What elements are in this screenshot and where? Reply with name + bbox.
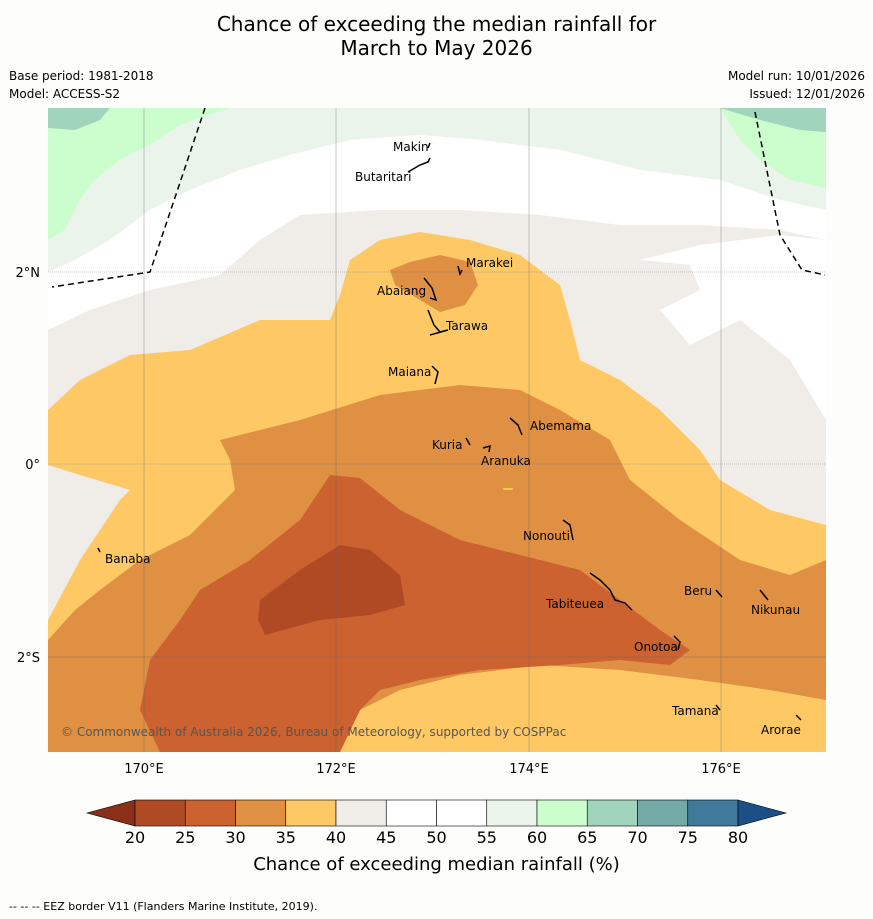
- colorbar-extend-low: [85, 799, 136, 827]
- contour-30-35-tarawa: [390, 255, 478, 312]
- model-run: Model run: 10/01/2026: [727, 69, 865, 83]
- label-tamana: Tamana: [671, 704, 719, 718]
- label-banaba: Banaba: [105, 552, 151, 566]
- label-marakei: Marakei: [466, 256, 513, 270]
- colorbar-swatch: [235, 799, 287, 827]
- label-tabiteuea: Tabiteuea: [545, 597, 604, 611]
- colorbar-tick-label: 80: [727, 828, 749, 847]
- contour-65-70-west: [48, 108, 110, 130]
- contour-20-25: [258, 545, 405, 635]
- colorbar-tick-label: 60: [526, 828, 548, 847]
- label-aranuka: Aranuka: [481, 454, 531, 468]
- label-abaiang: Abaiang: [377, 284, 426, 298]
- label-makin: Makin: [393, 140, 429, 154]
- meta-left: Base period: 1981-2018 Model: ACCESS-S2: [9, 67, 154, 103]
- contour-55-60-north: [48, 108, 826, 272]
- colorbar-swatch: [285, 799, 337, 827]
- colorbar-tick-label: 40: [325, 828, 347, 847]
- y-tick-2n: 2°N: [16, 266, 41, 281]
- colorbar-swatch: [335, 799, 387, 827]
- x-tick-170e: 170°E: [124, 762, 164, 777]
- colorbar: [85, 799, 788, 827]
- x-tick-176e: 176°E: [701, 762, 741, 777]
- colorbar-swatch: [586, 799, 638, 827]
- colorbar-tick-label: 65: [577, 828, 598, 847]
- contour-65-70-east: [720, 108, 826, 132]
- colorbar-label: Chance of exceeding median rainfall (%): [253, 854, 620, 875]
- gridlines: [48, 108, 826, 752]
- place-labels: Makin Butaritari Marakei Abaiang Tarawa …: [105, 140, 801, 737]
- eez-border: [51, 107, 826, 288]
- label-nikunau: Nikunau: [751, 603, 800, 617]
- colorbar-swatch: [436, 799, 488, 827]
- contour-45-50-east: [640, 235, 826, 420]
- footnote: -- -- -- EEZ border V11 (Flanders Marine…: [9, 900, 318, 913]
- colorbar-swatch: [536, 799, 588, 827]
- colorbar-tick-label: 35: [275, 828, 296, 847]
- label-beru: Beru: [684, 584, 712, 598]
- colorbar-swatch: [184, 799, 236, 827]
- label-butaritari: Butaritari: [355, 170, 412, 184]
- colorbar-tick-label: 70: [627, 828, 648, 847]
- colorbar-tick-label: 45: [376, 828, 397, 847]
- colorbar-tick-label: 50: [426, 828, 447, 847]
- contour-60-65-west: [48, 108, 110, 235]
- y-tick-0: 0°: [25, 458, 40, 473]
- y-tick-2s: 2°S: [17, 651, 40, 666]
- label-onotoa: Onotoa: [634, 640, 678, 654]
- title-line-1: Chance of exceeding the median rainfall …: [216, 12, 657, 36]
- colorbar-swatch: [637, 799, 689, 827]
- model-name: Model: ACCESS-S2: [9, 87, 121, 101]
- chart-title: Chance of exceeding the median rainfall …: [0, 12, 873, 60]
- contour-50-55: [48, 135, 826, 330]
- label-nonouti: Nonouti: [523, 529, 570, 543]
- colorbar-swatch: [134, 799, 186, 827]
- label-tarawa: Tarawa: [445, 319, 488, 333]
- forecast-contours: [48, 108, 826, 752]
- y-axis: 2°N 0° 2°S: [16, 266, 41, 666]
- x-tick-174e: 174°E: [509, 762, 549, 777]
- colorbar-tick-label: 55: [476, 828, 497, 847]
- colorbar-swatch: [385, 799, 437, 827]
- label-maiana: Maiana: [388, 365, 431, 379]
- base-period: Base period: 1981-2018: [9, 69, 154, 83]
- islands: [97, 142, 802, 721]
- title-line-2: March to May 2026: [340, 36, 533, 60]
- colorbar-tick-label: 25: [175, 828, 196, 847]
- label-kuria: Kuria: [432, 438, 463, 452]
- colorbar-ticks: 20 25 30 35 40 45 50 55 60 65 70 75 80: [0, 828, 873, 850]
- label-arorae: Arorae: [761, 723, 801, 737]
- colorbar-extend-high: [737, 799, 788, 827]
- colorbar-swatch: [687, 799, 739, 827]
- x-axis: 170°E 172°E 174°E 176°E: [124, 762, 741, 777]
- colorbar-tick-label: 75: [677, 828, 698, 847]
- colorbar-tick-label: 30: [225, 828, 246, 847]
- x-tick-172e: 172°E: [316, 762, 356, 777]
- copyright-notice: © Commonwealth of Australia 2026, Bureau…: [61, 725, 566, 739]
- contour-25-30: [140, 475, 690, 752]
- meta-right: Model run: 10/01/2026 Issued: 12/01/2026: [728, 67, 865, 103]
- contour-60-65-north: [48, 108, 230, 240]
- issued-date: Issued: 12/01/2026: [749, 87, 865, 101]
- colorbar-tick-label: 20: [124, 828, 146, 847]
- label-abemama: Abemama: [530, 419, 591, 433]
- colorbar-swatch: [486, 799, 538, 827]
